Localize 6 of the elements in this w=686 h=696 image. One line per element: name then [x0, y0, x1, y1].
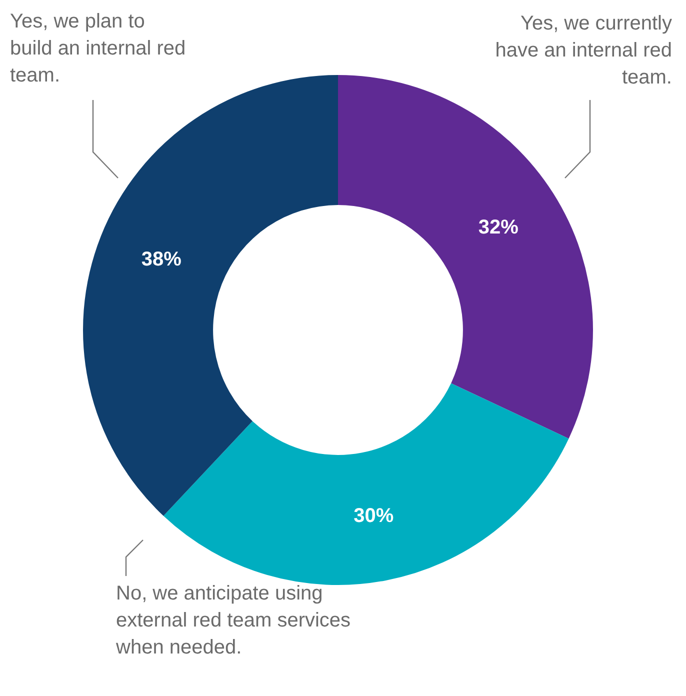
data-label: 32% — [478, 216, 519, 239]
slice-label: Yes, we currently have an internal red team. — [495, 12, 672, 89]
data-label: 30% — [354, 505, 394, 528]
slice-label: Yes, we plan to build an internal red team. — [10, 10, 186, 87]
data-label: 38% — [141, 248, 182, 271]
slice-label: No, we anticipate using external red team services when needed. — [115, 582, 351, 659]
